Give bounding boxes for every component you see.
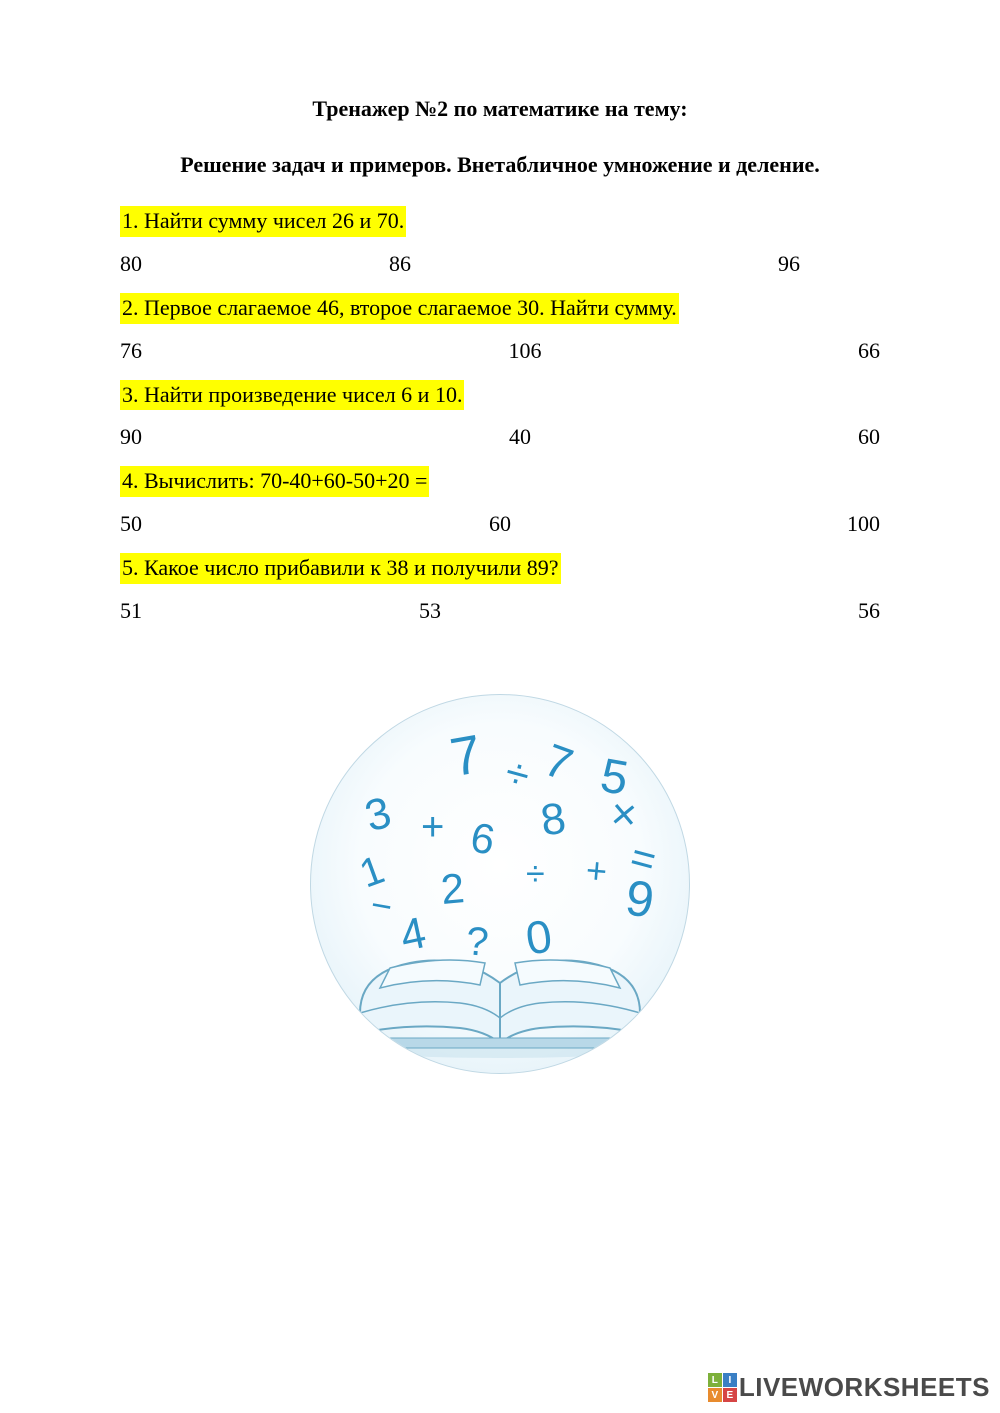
answer-option[interactable]: 56 — [673, 598, 880, 624]
answer-option[interactable]: 106 — [357, 338, 644, 364]
math-symbol: 7 — [538, 732, 581, 791]
illustration-circle: 7÷753+68×1−2÷+=94?0 — [310, 694, 690, 1074]
answer-option[interactable]: 60 — [640, 424, 880, 450]
answer-option[interactable]: 90 — [120, 424, 360, 450]
answer-option[interactable]: 100 — [627, 511, 880, 537]
answer-row: 76 106 66 — [120, 338, 880, 364]
question-text: 1. Найти сумму чисел 26 и 70. — [120, 206, 406, 237]
answer-row: 50 60 100 — [120, 511, 880, 537]
answer-option[interactable]: 86 — [307, 251, 614, 277]
wm-cell-i: I — [723, 1373, 737, 1387]
answer-row: 80 86 96 — [120, 251, 880, 277]
answer-option[interactable]: 80 — [120, 251, 307, 277]
answer-option[interactable]: 53 — [327, 598, 674, 624]
math-symbol: + — [584, 849, 609, 893]
wm-cell-e: E — [723, 1388, 737, 1402]
question-block-4: 4. Вычислить: 70-40+60-50+20 = 50 60 100 — [120, 466, 880, 537]
worksheet-title: Тренажер №2 по математике на тему: — [120, 88, 880, 130]
answer-row: 90 40 60 — [120, 424, 880, 450]
question-block-5: 5. Какое число прибавили к 38 и получили… — [120, 553, 880, 624]
math-symbol: × — [609, 789, 639, 841]
question-block-1: 1. Найти сумму чисел 26 и 70. 80 86 96 — [120, 206, 880, 277]
watermark-text: LIVEWORKSHEETS — [739, 1372, 990, 1403]
math-symbol: 6 — [467, 813, 498, 864]
answer-option[interactable]: 40 — [360, 424, 640, 450]
answer-option[interactable]: 51 — [120, 598, 327, 624]
liveworksheets-watermark: L I V E LIVEWORKSHEETS — [708, 1372, 990, 1403]
answer-option[interactable]: 60 — [373, 511, 626, 537]
math-symbol: ÷ — [500, 748, 535, 800]
math-symbol: ÷ — [526, 855, 545, 894]
open-book-icon — [330, 903, 670, 1043]
wm-cell-v: V — [708, 1388, 722, 1402]
watermark-grid-icon: L I V E — [708, 1373, 737, 1402]
answer-option[interactable]: 76 — [120, 338, 357, 364]
answer-option[interactable]: 66 — [643, 338, 880, 364]
answer-row: 51 53 56 — [120, 598, 880, 624]
question-block-3: 3. Найти произведение чисел 6 и 10. 90 4… — [120, 380, 880, 451]
question-text: 3. Найти произведение чисел 6 и 10. — [120, 380, 464, 411]
question-block-2: 2. Первое слагаемое 46, второе слагаемое… — [120, 293, 880, 364]
answer-option[interactable]: 50 — [120, 511, 373, 537]
math-symbol: 7 — [446, 723, 486, 789]
worksheet-content: Тренажер №2 по математике на тему: Решен… — [0, 0, 1000, 1074]
math-book-illustration: 7÷753+68×1−2÷+=94?0 — [310, 694, 690, 1074]
wm-cell-l: L — [708, 1373, 722, 1387]
question-text: 2. Первое слагаемое 46, второе слагаемое… — [120, 293, 679, 324]
question-text: 4. Вычислить: 70-40+60-50+20 = — [120, 466, 429, 497]
math-symbol: + — [421, 805, 444, 850]
question-text: 5. Какое число прибавили к 38 и получили… — [120, 553, 561, 584]
math-symbol: 3 — [360, 788, 397, 843]
worksheet-subtitle: Решение задач и примеров. Внетабличное у… — [120, 142, 880, 188]
answer-option[interactable]: 96 — [613, 251, 880, 277]
math-symbol: 8 — [538, 794, 569, 847]
